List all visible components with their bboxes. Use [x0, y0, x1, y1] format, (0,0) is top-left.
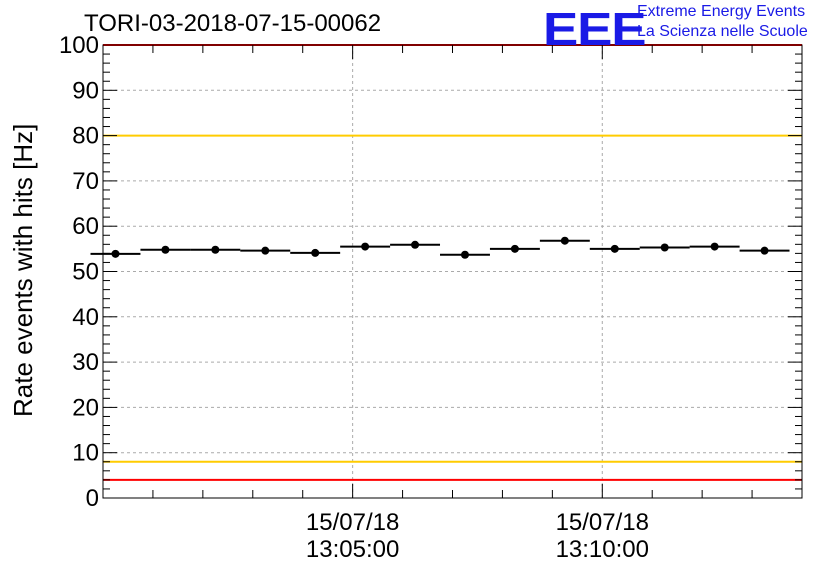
data-point [710, 242, 719, 251]
x-tick-label-time: 13:10:00 [556, 536, 649, 563]
data-point [460, 250, 469, 259]
y-tick-label: 40 [72, 304, 99, 331]
y-tick-label: 30 [72, 349, 99, 376]
data-point [311, 248, 320, 257]
data-point [161, 245, 170, 254]
y-tick-label: 60 [72, 213, 99, 240]
data-point [610, 244, 619, 253]
x-tick-label-date: 15/07/18 [556, 509, 649, 536]
data-point [411, 240, 420, 249]
data-point [560, 236, 569, 245]
x-tick-label-date: 15/07/18 [306, 509, 399, 536]
logo-line-2: La Scienza nelle Scuole [637, 23, 808, 40]
logo-line-1: Extreme Energy Events [637, 3, 806, 20]
data-point [760, 246, 769, 255]
data-point [361, 242, 370, 251]
data-point [111, 249, 120, 258]
eee-logo: EEE [543, 3, 647, 55]
y-tick-label: 100 [59, 32, 99, 59]
y-tick-label: 50 [72, 259, 99, 286]
y-tick-label: 10 [72, 440, 99, 467]
data-point [510, 244, 519, 253]
data-point [261, 246, 270, 255]
data-point [211, 245, 220, 254]
x-tick-label-time: 13:05:00 [306, 536, 399, 563]
y-tick-label: 90 [72, 77, 99, 104]
y-tick-label: 70 [72, 168, 99, 195]
y-tick-label: 0 [86, 485, 99, 512]
y-tick-label: 20 [72, 394, 99, 421]
chart-title: TORI-03-2018-07-15-00062 [84, 10, 382, 37]
y-axis-label: Rate events with hits [Hz] [8, 123, 38, 417]
y-tick-label: 80 [72, 123, 99, 150]
data-point [660, 243, 669, 252]
